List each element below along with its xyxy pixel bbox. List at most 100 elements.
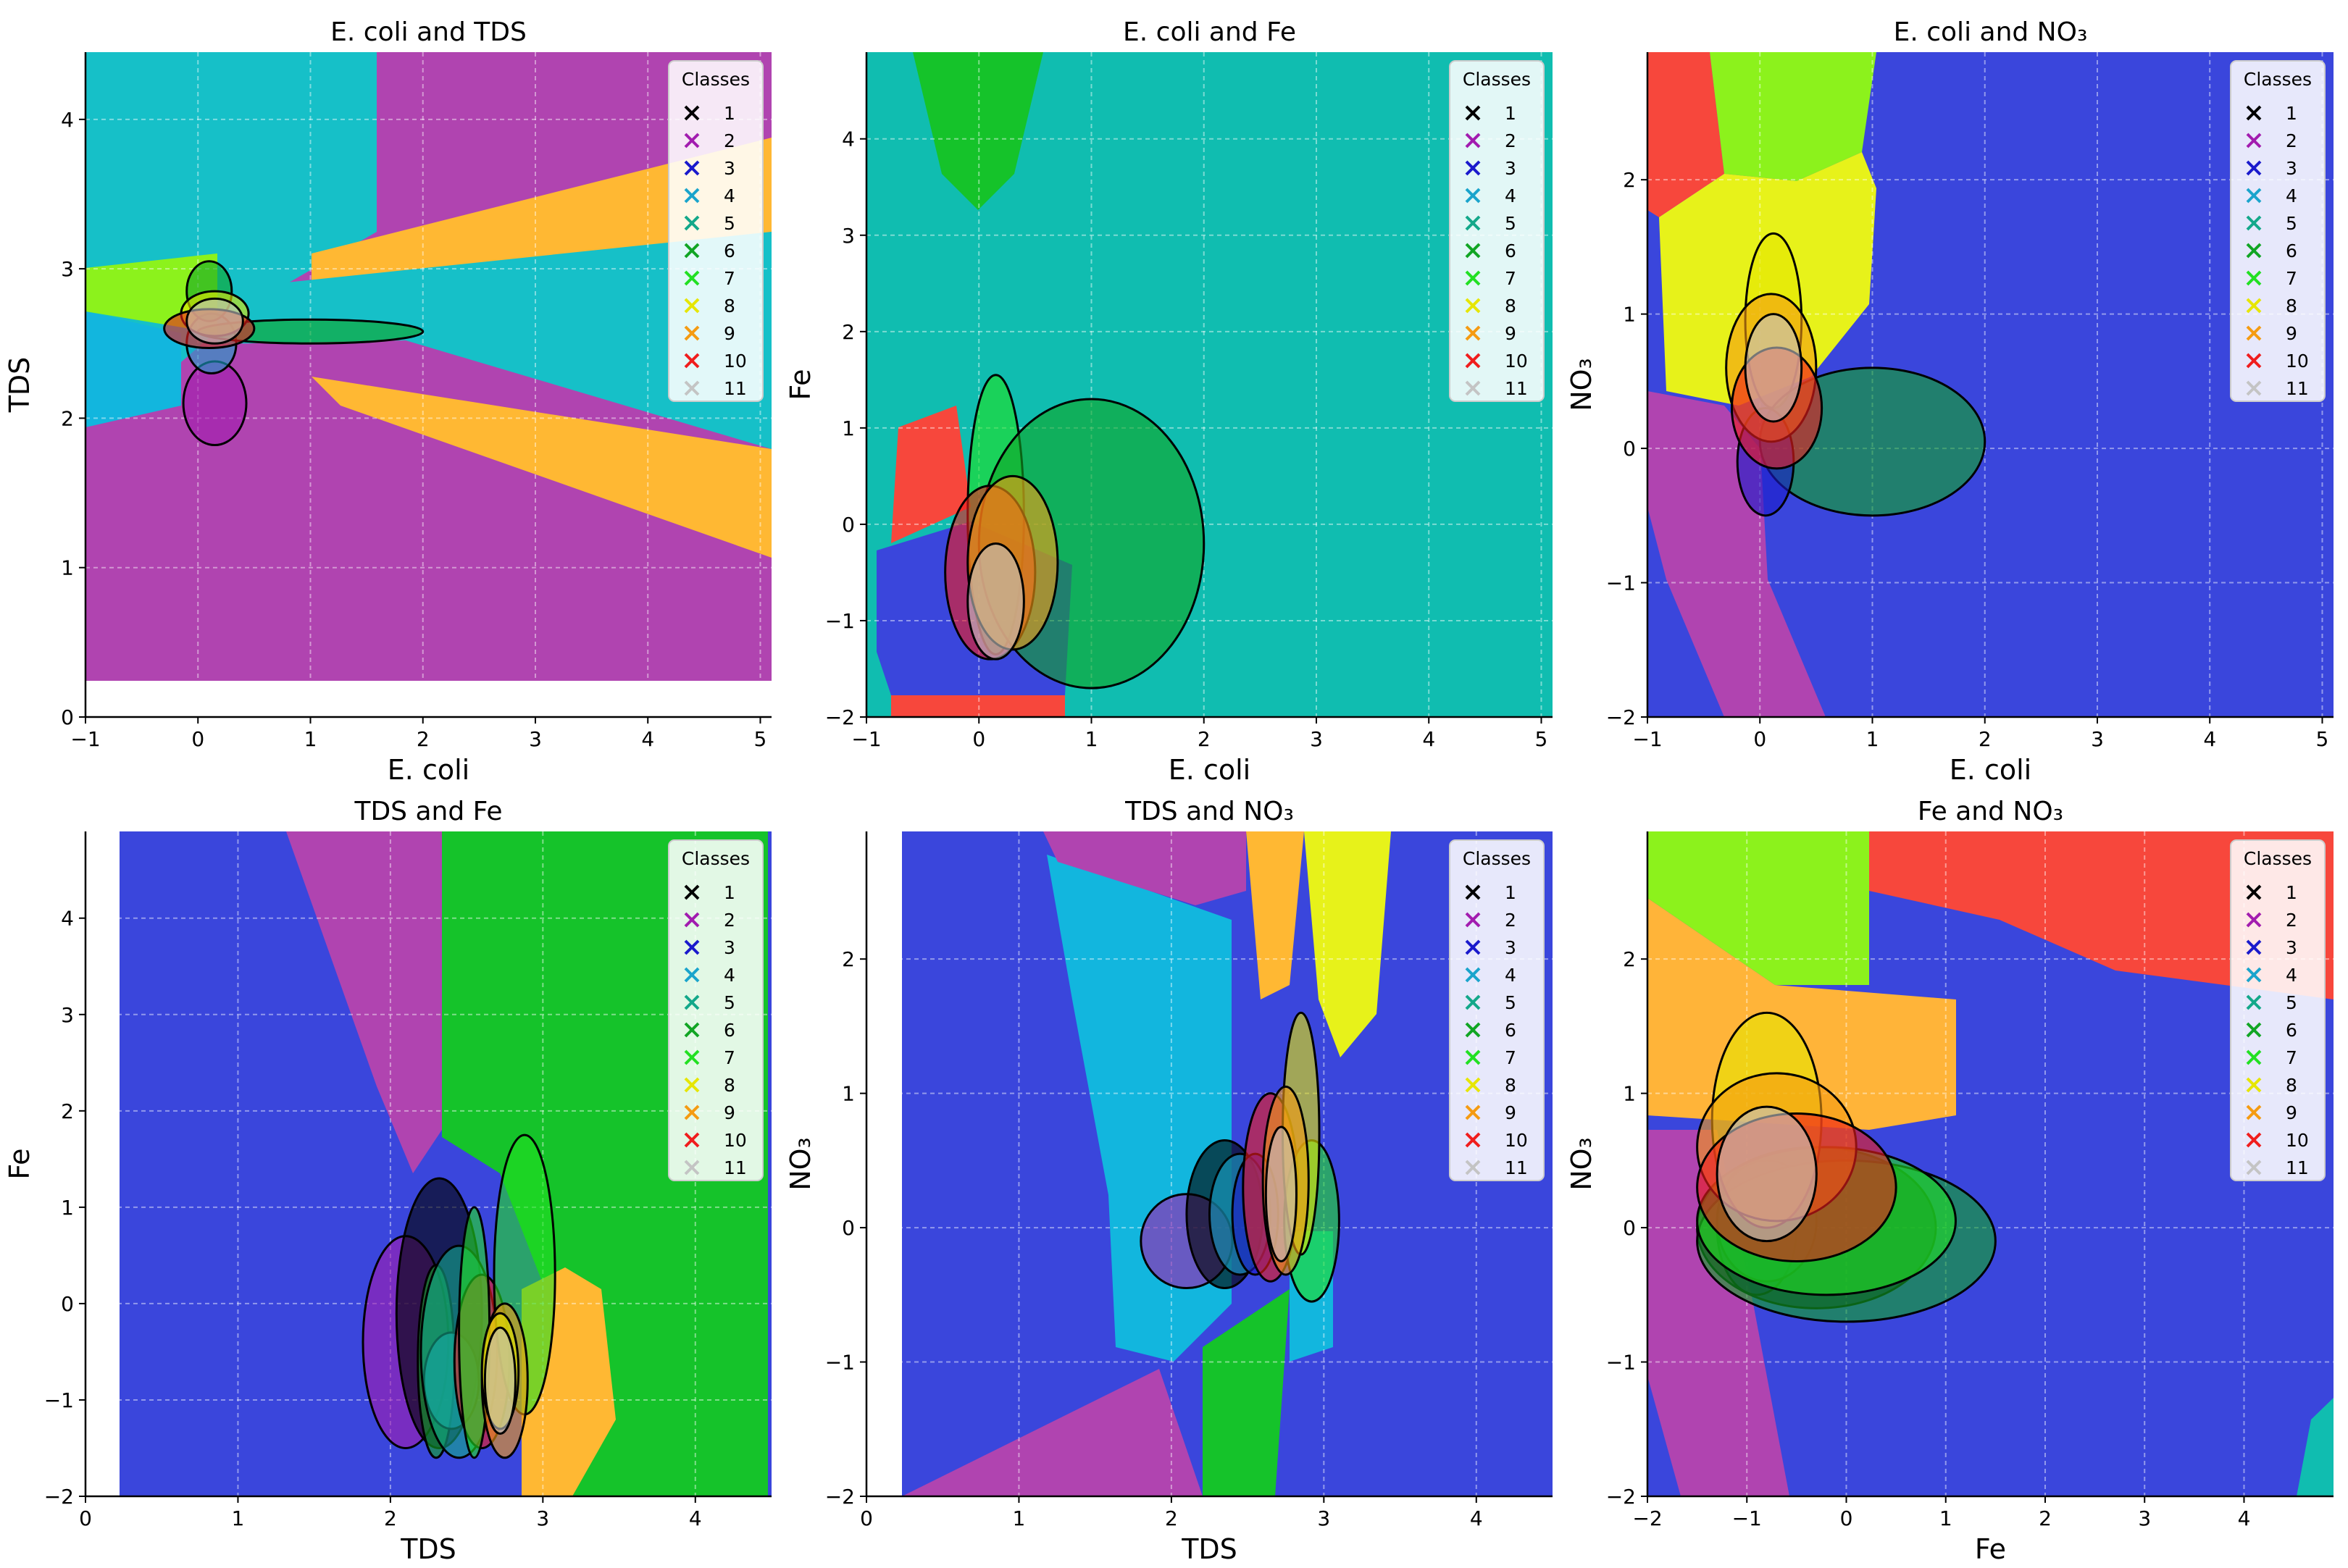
legend-label-6: 6 — [2286, 240, 2297, 261]
legend-marker-10 — [2246, 1132, 2262, 1148]
region-red — [1647, 52, 1724, 217]
legend-marker-7 — [2246, 1049, 2262, 1065]
legend-label-10: 10 — [724, 351, 747, 372]
y-tick-label: −1 — [825, 609, 855, 633]
legend-marker-5 — [1465, 215, 1481, 231]
gaussian-ellipses-2 — [1725, 232, 1986, 517]
y-tick-label: 1 — [1623, 1082, 1636, 1106]
y-tick-label: −1 — [1606, 571, 1636, 595]
legend-label-8: 8 — [1505, 295, 1516, 316]
legend-marker-5 — [2246, 994, 2262, 1010]
legend-marker-7 — [2246, 270, 2262, 286]
legend-box — [2230, 839, 2326, 1181]
legend-label-5: 5 — [2286, 992, 2297, 1013]
x-tick-label: 2 — [1165, 1506, 1178, 1530]
legend-marker-3 — [2246, 160, 2262, 176]
x-tick-label: −1 — [1732, 1506, 1762, 1530]
legend-marker-2 — [684, 133, 700, 148]
x-tick-label: 1 — [1013, 1506, 1026, 1530]
legend-label-11: 11 — [2286, 378, 2309, 399]
legend-marker-6 — [2246, 1022, 2262, 1038]
legend-label-3: 3 — [2286, 937, 2297, 958]
legend-label-5: 5 — [2286, 213, 2297, 234]
x-tick-label: 0 — [191, 727, 204, 751]
legend-label-2: 2 — [2286, 130, 2297, 151]
region-teal-band — [217, 232, 772, 449]
y-tick-label: 2 — [1623, 168, 1636, 192]
legend-label-4: 4 — [724, 965, 735, 986]
y-tick-label: 4 — [61, 108, 74, 132]
legend-label-2: 2 — [1505, 910, 1516, 931]
legend-label-7: 7 — [2286, 268, 2297, 289]
x-axis-label: E. coli — [1950, 754, 2031, 786]
x-tick-label: 1 — [1866, 727, 1879, 751]
legend-marker-4 — [2246, 967, 2262, 983]
legend-label-9: 9 — [2286, 1102, 2297, 1123]
legend-label-3: 3 — [1505, 937, 1516, 958]
region-red-bottom — [891, 695, 1065, 717]
legend-label-9: 9 — [724, 1102, 735, 1123]
legend-marker-3 — [1465, 160, 1481, 176]
legend-label-8: 8 — [724, 1075, 735, 1096]
legend-label-11: 11 — [724, 378, 747, 399]
legend-label-4: 4 — [724, 185, 735, 206]
legend-marker-6 — [1465, 243, 1481, 259]
legend-marker-3 — [1465, 939, 1481, 955]
x-tick-label: 3 — [2091, 727, 2104, 751]
x-tick-label: 4 — [641, 727, 654, 751]
x-tick-label: 1 — [232, 1506, 245, 1530]
legend-label-1: 1 — [1505, 882, 1516, 903]
subplot-tds-no3 — [866, 831, 1553, 1496]
legend-label-9: 9 — [2286, 323, 2297, 344]
legend-marker-8 — [1465, 1077, 1481, 1093]
y-tick-label: 1 — [1623, 303, 1636, 327]
legend-marker-8 — [2246, 1077, 2262, 1093]
x-tick-label: 0 — [860, 1506, 873, 1530]
x-tick-label: 4 — [2238, 1506, 2251, 1530]
legend-marker-1 — [2246, 105, 2262, 121]
legend-label-2: 2 — [1505, 130, 1516, 151]
legend-label-7: 7 — [1505, 268, 1516, 289]
legend-label-8: 8 — [1505, 1075, 1516, 1096]
legend-marker-4 — [2246, 188, 2262, 204]
x-tick-label: 0 — [79, 1506, 92, 1530]
legend-title: Classes — [682, 69, 750, 90]
x-tick-label: 5 — [2316, 727, 2329, 751]
y-tick-label: 0 — [61, 1292, 74, 1316]
x-axis-label: E. coli — [1169, 754, 1250, 786]
legend-box — [2230, 60, 2326, 402]
legend-marker-7 — [1465, 1049, 1481, 1065]
legend-label-6: 6 — [1505, 1020, 1516, 1041]
y-axis-label: Fe — [785, 369, 816, 400]
y-tick-label: −1 — [44, 1388, 74, 1412]
legend-marker-9 — [2246, 325, 2262, 341]
legend-label-3: 3 — [2286, 158, 2297, 179]
gaussian-ellipses-4 — [1140, 1011, 1340, 1303]
legend-marker-10 — [1465, 353, 1481, 369]
x-tick-label: 5 — [754, 727, 767, 751]
gaussian-ellipses-5 — [1696, 1011, 1997, 1323]
legend-label-3: 3 — [724, 158, 735, 179]
chart-title: E. coli and TDS — [330, 17, 527, 47]
legend-marker-11 — [1465, 380, 1481, 396]
legend-label-1: 1 — [724, 882, 735, 903]
y-tick-label: −1 — [825, 1351, 855, 1375]
legend-label-7: 7 — [724, 268, 735, 289]
x-tick-label: 1 — [304, 727, 317, 751]
region-magenta — [1647, 1130, 1789, 1496]
ellipse-class-11 — [1264, 1125, 1298, 1262]
y-tick-label: 3 — [842, 224, 855, 248]
x-tick-label: 3 — [1310, 727, 1323, 751]
legend-label-8: 8 — [724, 295, 735, 316]
legend-label-8: 8 — [2286, 1075, 2297, 1096]
x-tick-label: −2 — [1632, 1506, 1662, 1530]
x-tick-label: −1 — [851, 727, 881, 751]
legend-marker-4 — [1465, 967, 1481, 983]
legend-label-11: 11 — [2286, 1157, 2309, 1178]
legend-label-1: 1 — [2286, 882, 2297, 903]
legend-marker-1 — [2246, 884, 2262, 900]
x-tick-label: 4 — [689, 1506, 702, 1530]
region-magenta — [286, 831, 442, 1173]
